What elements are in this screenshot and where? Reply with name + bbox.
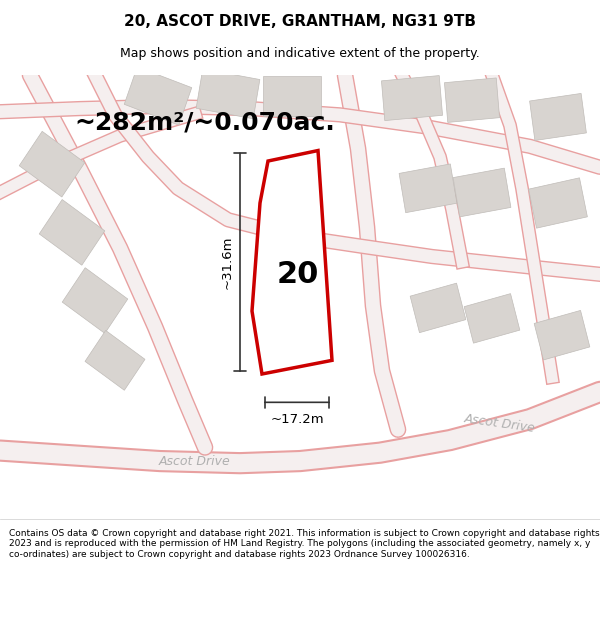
Polygon shape: [252, 151, 332, 374]
Text: ~17.2m: ~17.2m: [270, 413, 324, 426]
Polygon shape: [453, 168, 511, 217]
Polygon shape: [530, 93, 586, 141]
Polygon shape: [529, 178, 587, 228]
Polygon shape: [39, 199, 105, 265]
Polygon shape: [19, 131, 85, 197]
Polygon shape: [263, 76, 321, 116]
Polygon shape: [445, 78, 500, 122]
Text: Contains OS data © Crown copyright and database right 2021. This information is : Contains OS data © Crown copyright and d…: [9, 529, 599, 559]
Text: Ascot Drive: Ascot Drive: [464, 412, 536, 435]
Text: Map shows position and indicative extent of the property.: Map shows position and indicative extent…: [120, 48, 480, 61]
Polygon shape: [382, 76, 443, 121]
Text: ~282m²/~0.070ac.: ~282m²/~0.070ac.: [74, 110, 335, 134]
Text: ~31.6m: ~31.6m: [221, 236, 234, 289]
Polygon shape: [124, 67, 192, 125]
Text: 20: 20: [277, 260, 319, 289]
Text: Ascot Drive: Ascot Drive: [159, 454, 231, 468]
Polygon shape: [266, 279, 317, 322]
Polygon shape: [62, 268, 128, 333]
Polygon shape: [85, 331, 145, 390]
Polygon shape: [196, 69, 260, 119]
Polygon shape: [534, 311, 590, 360]
Polygon shape: [399, 164, 457, 212]
Text: 20, ASCOT DRIVE, GRANTHAM, NG31 9TB: 20, ASCOT DRIVE, GRANTHAM, NG31 9TB: [124, 14, 476, 29]
Polygon shape: [410, 283, 466, 332]
Polygon shape: [464, 294, 520, 343]
